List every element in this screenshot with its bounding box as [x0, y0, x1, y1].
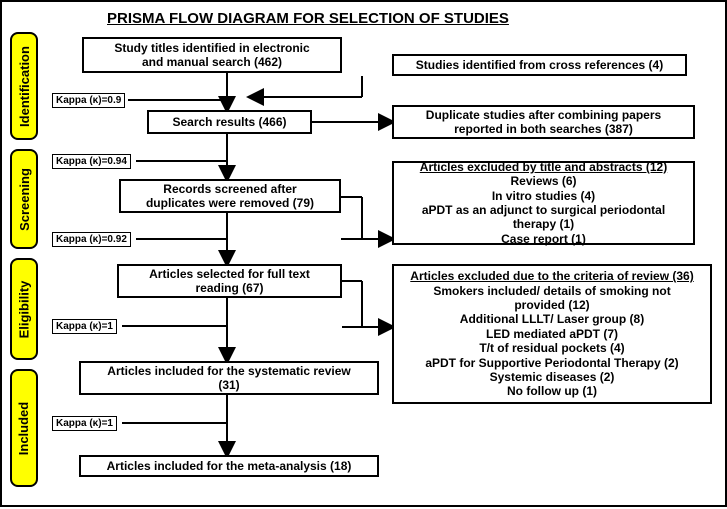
- kappa-4: Kappa (κ)=1: [52, 416, 117, 431]
- box-b_exclcrit: Articles excluded due to the criteria of…: [392, 264, 712, 404]
- box-b_sys: Articles included for the systematic rev…: [79, 361, 379, 395]
- kappa-1: Kappa (κ)=0.94: [52, 154, 131, 169]
- prisma-diagram: PRISMA FLOW DIAGRAM FOR SELECTION OF STU…: [0, 0, 727, 507]
- arrows-layer: [2, 2, 727, 509]
- diagram-title: PRISMA FLOW DIAGRAM FOR SELECTION OF STU…: [107, 10, 509, 27]
- box-b_meta: Articles included for the meta-analysis …: [79, 455, 379, 477]
- stage-identification: Identification: [10, 32, 38, 140]
- stage-included: Included: [10, 369, 38, 487]
- kappa-3: Kappa (κ)=1: [52, 319, 117, 334]
- box-b_full: Articles selected for full textreading (…: [117, 264, 342, 298]
- box-b_ident: Study titles identified in electronicand…: [82, 37, 342, 73]
- box-b_dup: Duplicate studies after combining papers…: [392, 105, 695, 139]
- stage-screening: Screening: [10, 149, 38, 249]
- box-b_screen: Records screened afterduplicates were re…: [119, 179, 341, 213]
- kappa-2: Kappa (κ)=0.92: [52, 232, 131, 247]
- kappa-0: Kappa (κ)=0.9: [52, 93, 125, 108]
- box-b_excltitle: Articles excluded by title and abstracts…: [392, 161, 695, 245]
- stage-eligibility: Eligibility: [10, 258, 38, 360]
- box-b_cross: Studies identified from cross references…: [392, 54, 687, 76]
- box-b_search: Search results (466): [147, 110, 312, 134]
